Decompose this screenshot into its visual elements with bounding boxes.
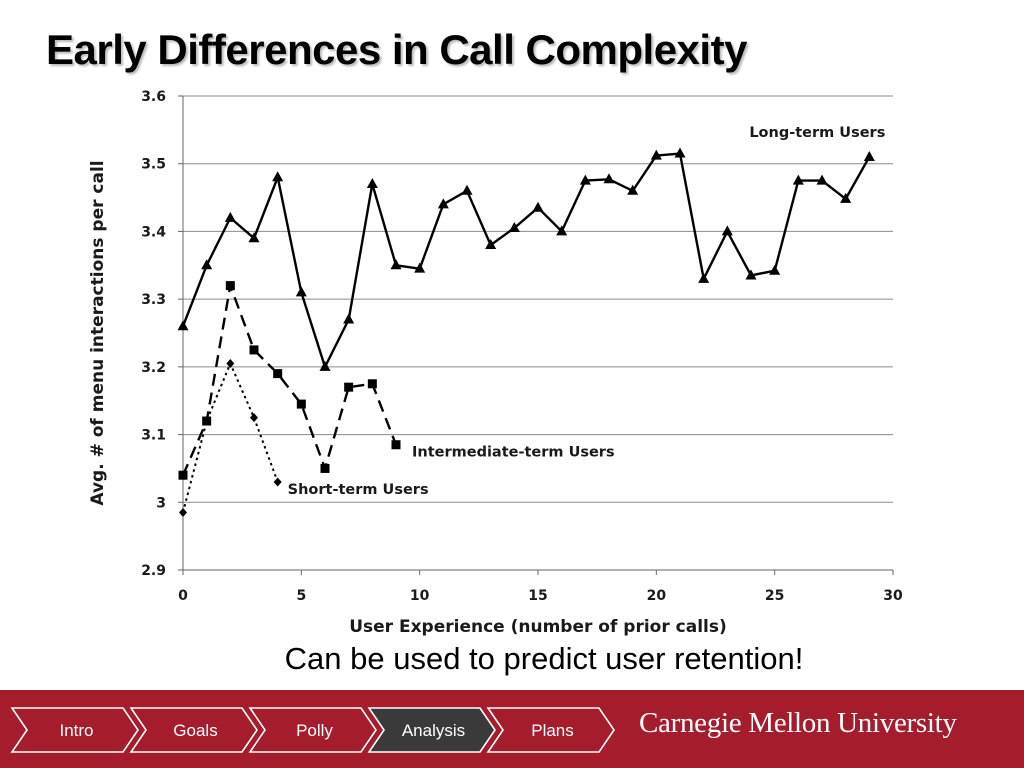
data-point-square [273,369,283,379]
data-point-triangle [769,264,781,275]
slide-title: Early Differences in Call Complexity [46,26,747,73]
data-point-triangle [863,150,875,161]
series-line [181,284,398,476]
x-tick-label: 15 [528,588,547,604]
data-point-triangle [579,174,591,185]
series-long-term-users [177,147,875,371]
data-point-triangle [366,178,378,189]
data-point-triangle [792,174,804,185]
data-point-triangle [508,222,520,233]
data-point-triangle [272,171,284,182]
nav-tab-plans[interactable] [486,707,615,753]
tick-labels: 2.9 3 3.1 3.2 3.3 3.4 3.5 3.6 0 5 10 15 20 25 30 [141,89,903,604]
data-point-square [391,440,401,450]
nav-tab-analysis[interactable] [367,707,496,753]
caption: Can be used to predict user retention! [284,641,804,676]
series-labels: Long-term Users Intermediate-term Users Sh… [288,125,886,498]
data-point-diamond [250,413,258,423]
series-label: Short-term Users [288,482,429,498]
data-point-square [320,463,330,473]
y-tick-label: 3.2 [141,360,166,376]
data-point-triangle [674,147,686,158]
data-point-triangle [650,149,662,160]
data-point-triangle [840,192,852,203]
data-point-square [367,379,377,389]
data-point-triangle [224,211,236,222]
series-label: Long-term Users [749,125,885,141]
university-logo: Carnegie Mellon University [639,707,957,739]
data-point-triangle [698,272,710,283]
data-point-triangle [437,198,449,209]
data-point-triangle [745,269,757,280]
data-point-diamond [202,416,211,426]
x-axis-label: User Experience (number of prior calls) [349,617,727,637]
y-tick-label: 3.1 [141,428,166,444]
data-point-triangle [532,201,544,212]
data-point-triangle [319,360,331,371]
data-point-square [178,470,188,480]
data-point-triangle [721,225,733,236]
nav-tab-goals[interactable] [129,707,258,753]
data-point-triangle [248,232,260,243]
nav-tab-polly[interactable] [248,707,377,753]
series-line [181,152,871,369]
y-axis-label: Avg. # of menu interactions per call [88,160,108,505]
x-tick-label: 5 [296,588,306,604]
data-point-triangle [177,320,189,331]
data-point-triangle [556,225,568,236]
data-point-triangle [414,262,426,273]
y-tick-label: 3.6 [141,89,166,105]
data-point-square [344,382,354,392]
data-point-triangle [201,259,213,270]
data-point-diamond [273,477,282,487]
data-point-triangle [461,184,473,195]
y-tick-label: 3 [156,495,166,511]
y-tick-label: 3.4 [141,224,166,240]
data-point-square [296,399,306,409]
data-point-square [225,281,235,291]
series-short-term-users [179,358,282,517]
data-point-triangle [485,238,497,249]
line-chart: 2.9 3 3.1 3.2 3.3 3.4 3.5 3.6 0 5 10 15 20 25 30 Long-… [88,89,903,637]
x-tick-label: 10 [410,588,430,604]
data-point-triangle [295,286,307,297]
data-point-diamond [226,358,235,368]
y-tick-label: 3.3 [141,292,166,308]
nav-tab-label[interactable]: Goals [173,721,217,740]
x-tick-label: 30 [883,588,903,604]
y-tick-label: 2.9 [141,563,166,579]
data-point-triangle [390,259,402,270]
data-point-diamond [179,507,187,517]
gridlines [183,95,893,503]
y-tick-label: 3.5 [141,157,166,173]
nav-tab-intro[interactable] [10,707,139,753]
data-point-triangle [627,184,639,195]
x-tick-label: 25 [765,588,784,604]
nav-tab-label[interactable]: Plans [531,721,574,740]
nav-tab-label[interactable]: Analysis [402,721,465,740]
data-point-triangle [343,313,355,324]
x-tick-label: 20 [647,588,667,604]
series-label: Intermediate-term Users [412,445,615,461]
nav-tab-label[interactable]: Intro [59,721,93,740]
series [177,147,875,517]
x-tick-label: 0 [178,588,188,604]
nav-tab-label[interactable]: Polly [296,721,333,740]
data-point-triangle [816,174,828,185]
data-point-triangle [603,173,615,184]
data-point-square [249,345,259,355]
